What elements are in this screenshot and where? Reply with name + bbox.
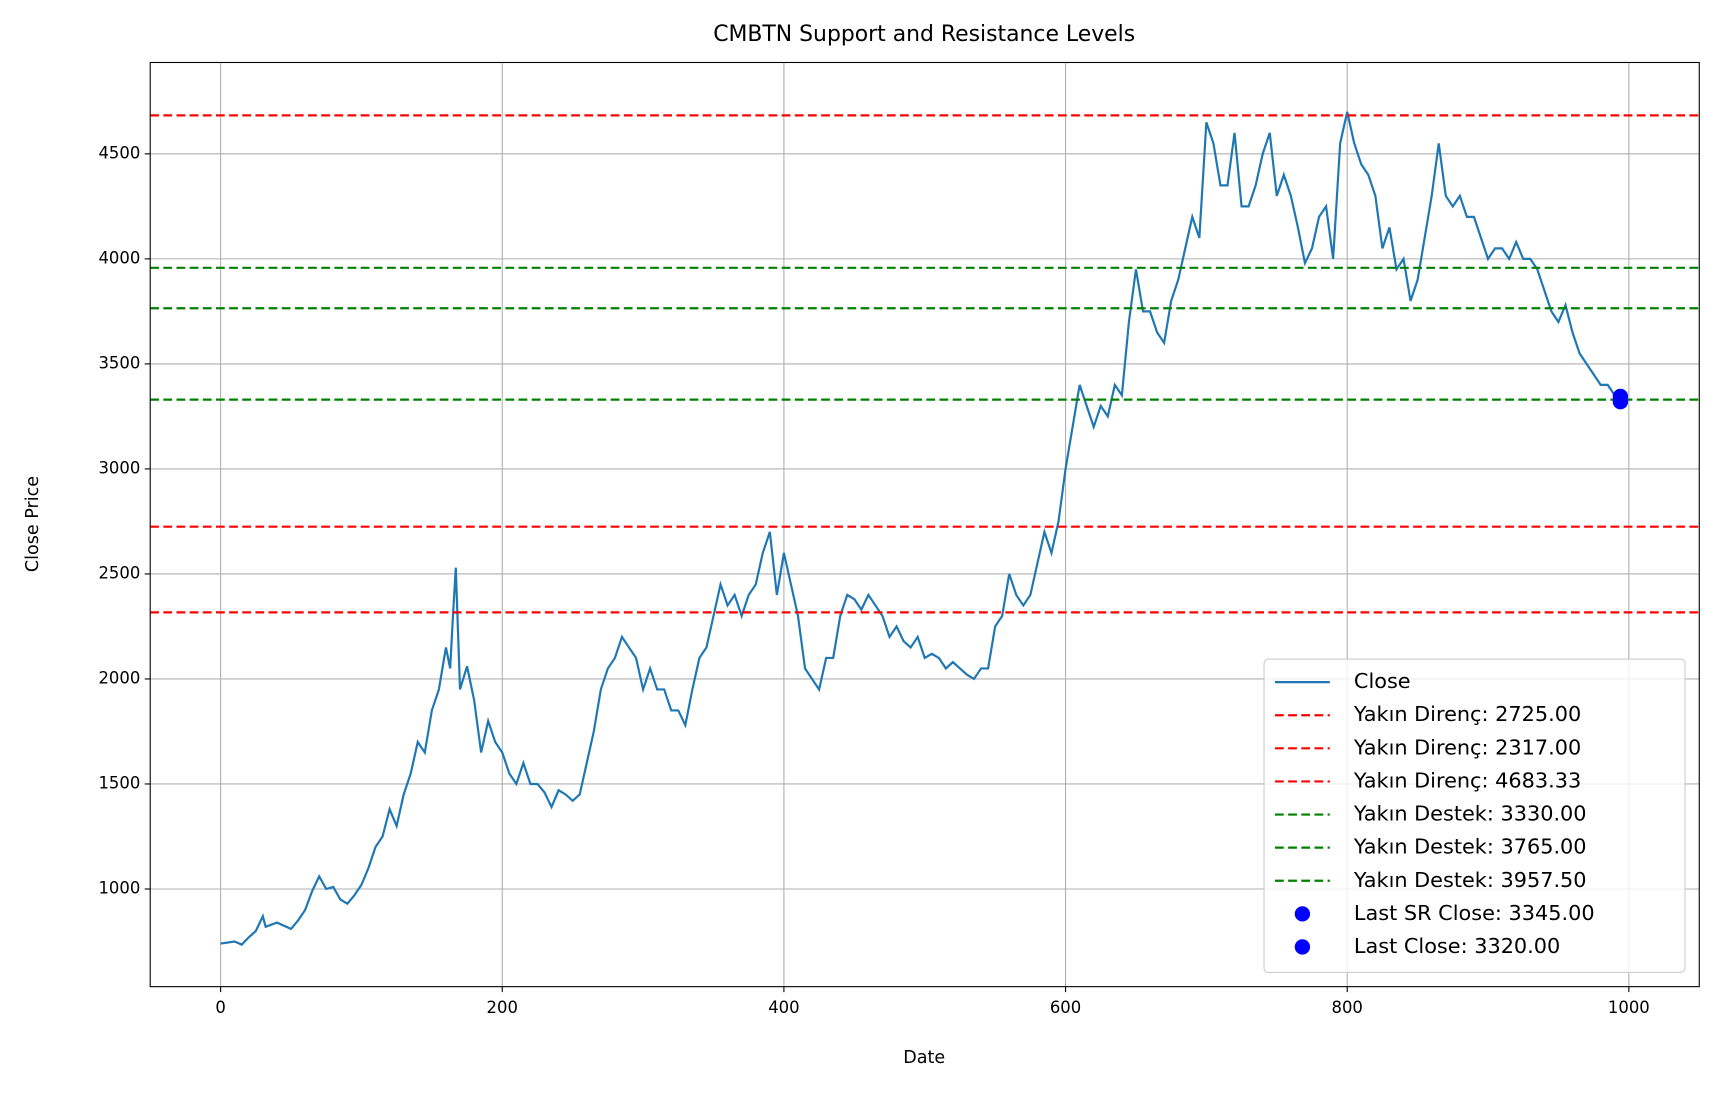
- legend-label: Yakın Direnç: 2317.00: [1353, 735, 1581, 759]
- y-tick-label: 3000: [98, 458, 140, 477]
- y-tick-label: 2000: [98, 668, 140, 687]
- x-tick-label: 600: [1050, 998, 1081, 1017]
- y-tick-label: 4500: [98, 143, 140, 162]
- legend-marker: [1294, 906, 1311, 922]
- legend: Close Yakın Direnç: 2725.00 Yakın Direnç: …: [1263, 658, 1686, 973]
- y-tick-label: 2500: [98, 563, 140, 582]
- legend-marker: [1294, 939, 1311, 955]
- legend-label: Yakın Destek: 3765.00: [1353, 835, 1587, 859]
- legend-box: [1263, 658, 1686, 973]
- y-axis-label: Close Price: [23, 476, 43, 572]
- x-tick-label: 0: [215, 998, 225, 1017]
- chart-title: CMBTN Support and Resistance Levels: [713, 22, 1135, 47]
- legend-label: Last Close: 3320.00: [1354, 934, 1560, 958]
- grid: [150, 62, 1700, 987]
- legend-label: Yakın Direnç: 4683.33: [1353, 768, 1581, 792]
- y-tick-label: 1000: [98, 878, 140, 897]
- x-tick-label: 1000: [1608, 998, 1650, 1017]
- plot: [150, 111, 1700, 946]
- last-point: [1612, 394, 1629, 410]
- y-tick-label: 3500: [98, 353, 140, 372]
- x-tick-label: 800: [1332, 998, 1363, 1017]
- y-tick-label: 1500: [98, 773, 140, 792]
- legend-label: Yakın Destek: 3957.50: [1353, 868, 1587, 892]
- x-axis-label: Date: [903, 1048, 945, 1068]
- y-tick-label: 4000: [98, 248, 140, 267]
- legend-label: Close: [1354, 669, 1411, 693]
- x-tick-label: 400: [768, 998, 799, 1017]
- legend-label: Yakın Direnç: 2725.00: [1353, 702, 1581, 726]
- price-line: [220, 111, 1629, 946]
- legend-label: Yakın Destek: 3330.00: [1353, 802, 1587, 826]
- axes: 0 200 400 600 800 1000 1000 1500 2000 2500 3000 350…: [98, 61, 1700, 1017]
- x-tick-label: 200: [487, 998, 518, 1017]
- plot-frame: [149, 61, 1700, 988]
- legend-label: Last SR Close: 3345.00: [1354, 901, 1595, 925]
